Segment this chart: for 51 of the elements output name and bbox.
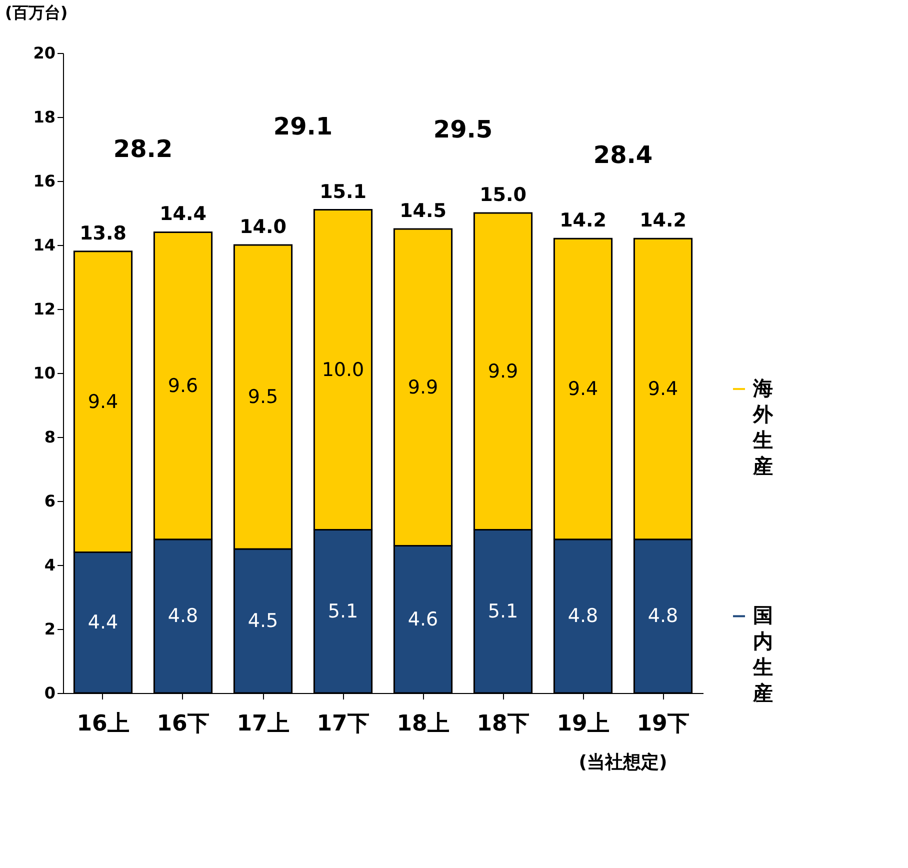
- data-label: 5.1: [328, 600, 358, 622]
- annotation: 29.1: [273, 112, 333, 140]
- y-tick-label: 10: [33, 364, 56, 382]
- x-tick-label: 19下: [636, 712, 690, 736]
- y-tick-label: 16: [33, 172, 56, 190]
- data-label: 9.5: [248, 386, 278, 408]
- data-label: 9.4: [648, 378, 678, 400]
- total-label: 14.0: [240, 216, 286, 238]
- data-label: 4.8: [648, 605, 678, 628]
- legend-label: 国内生産: [752, 603, 773, 706]
- y-tick-label: 8: [44, 428, 56, 446]
- y-tick-label: 4: [44, 556, 56, 574]
- data-label: 4.8: [168, 605, 198, 628]
- data-label: 4.4: [88, 612, 118, 634]
- legend-label: 海外生産: [752, 376, 774, 478]
- y-axis-title: (百万台): [5, 3, 68, 22]
- total-label: 14.4: [160, 203, 206, 226]
- total-label: 15.0: [480, 184, 526, 206]
- annotation: 28.2: [113, 134, 173, 163]
- x-tick-label: 17下: [316, 712, 370, 736]
- y-tick-label: 12: [33, 300, 56, 318]
- data-label: 4.8: [568, 605, 598, 628]
- total-label: 14.2: [560, 210, 606, 232]
- data-label: 9.9: [488, 360, 518, 382]
- data-label: 9.6: [168, 374, 198, 397]
- y-tick-label: 2: [44, 620, 56, 638]
- total-label: 15.1: [320, 180, 366, 203]
- data-label: 9.4: [88, 390, 118, 413]
- total-label: 13.8: [80, 222, 126, 244]
- y-tick-label: 6: [44, 492, 56, 510]
- x-tick-label: 18下: [476, 712, 530, 736]
- data-label: 4.6: [408, 608, 438, 630]
- annotation: 29.5: [433, 116, 493, 144]
- data-label: 5.1: [488, 600, 518, 622]
- x-tick-label: 17上: [236, 712, 290, 736]
- text: (当社想定): [578, 752, 668, 773]
- total-label: 14.2: [640, 210, 686, 232]
- data-label: 9.9: [408, 376, 438, 398]
- y-tick-label: 14: [33, 236, 56, 254]
- x-tick-label: 18上: [396, 712, 450, 736]
- x-tick-label: 19上: [556, 712, 610, 736]
- y-tick-label: 20: [33, 44, 56, 62]
- y-tick-label: 0: [44, 684, 56, 702]
- total-label: 14.5: [400, 200, 446, 222]
- data-label: 10.0: [322, 358, 364, 381]
- x-tick-label: 16下: [156, 712, 210, 736]
- data-label: 4.5: [248, 610, 278, 632]
- data-label: 9.4: [568, 378, 598, 400]
- annotation: 28.4: [593, 141, 653, 170]
- x-tick-label: 16上: [76, 712, 130, 736]
- y-tick-label: 18: [33, 108, 56, 126]
